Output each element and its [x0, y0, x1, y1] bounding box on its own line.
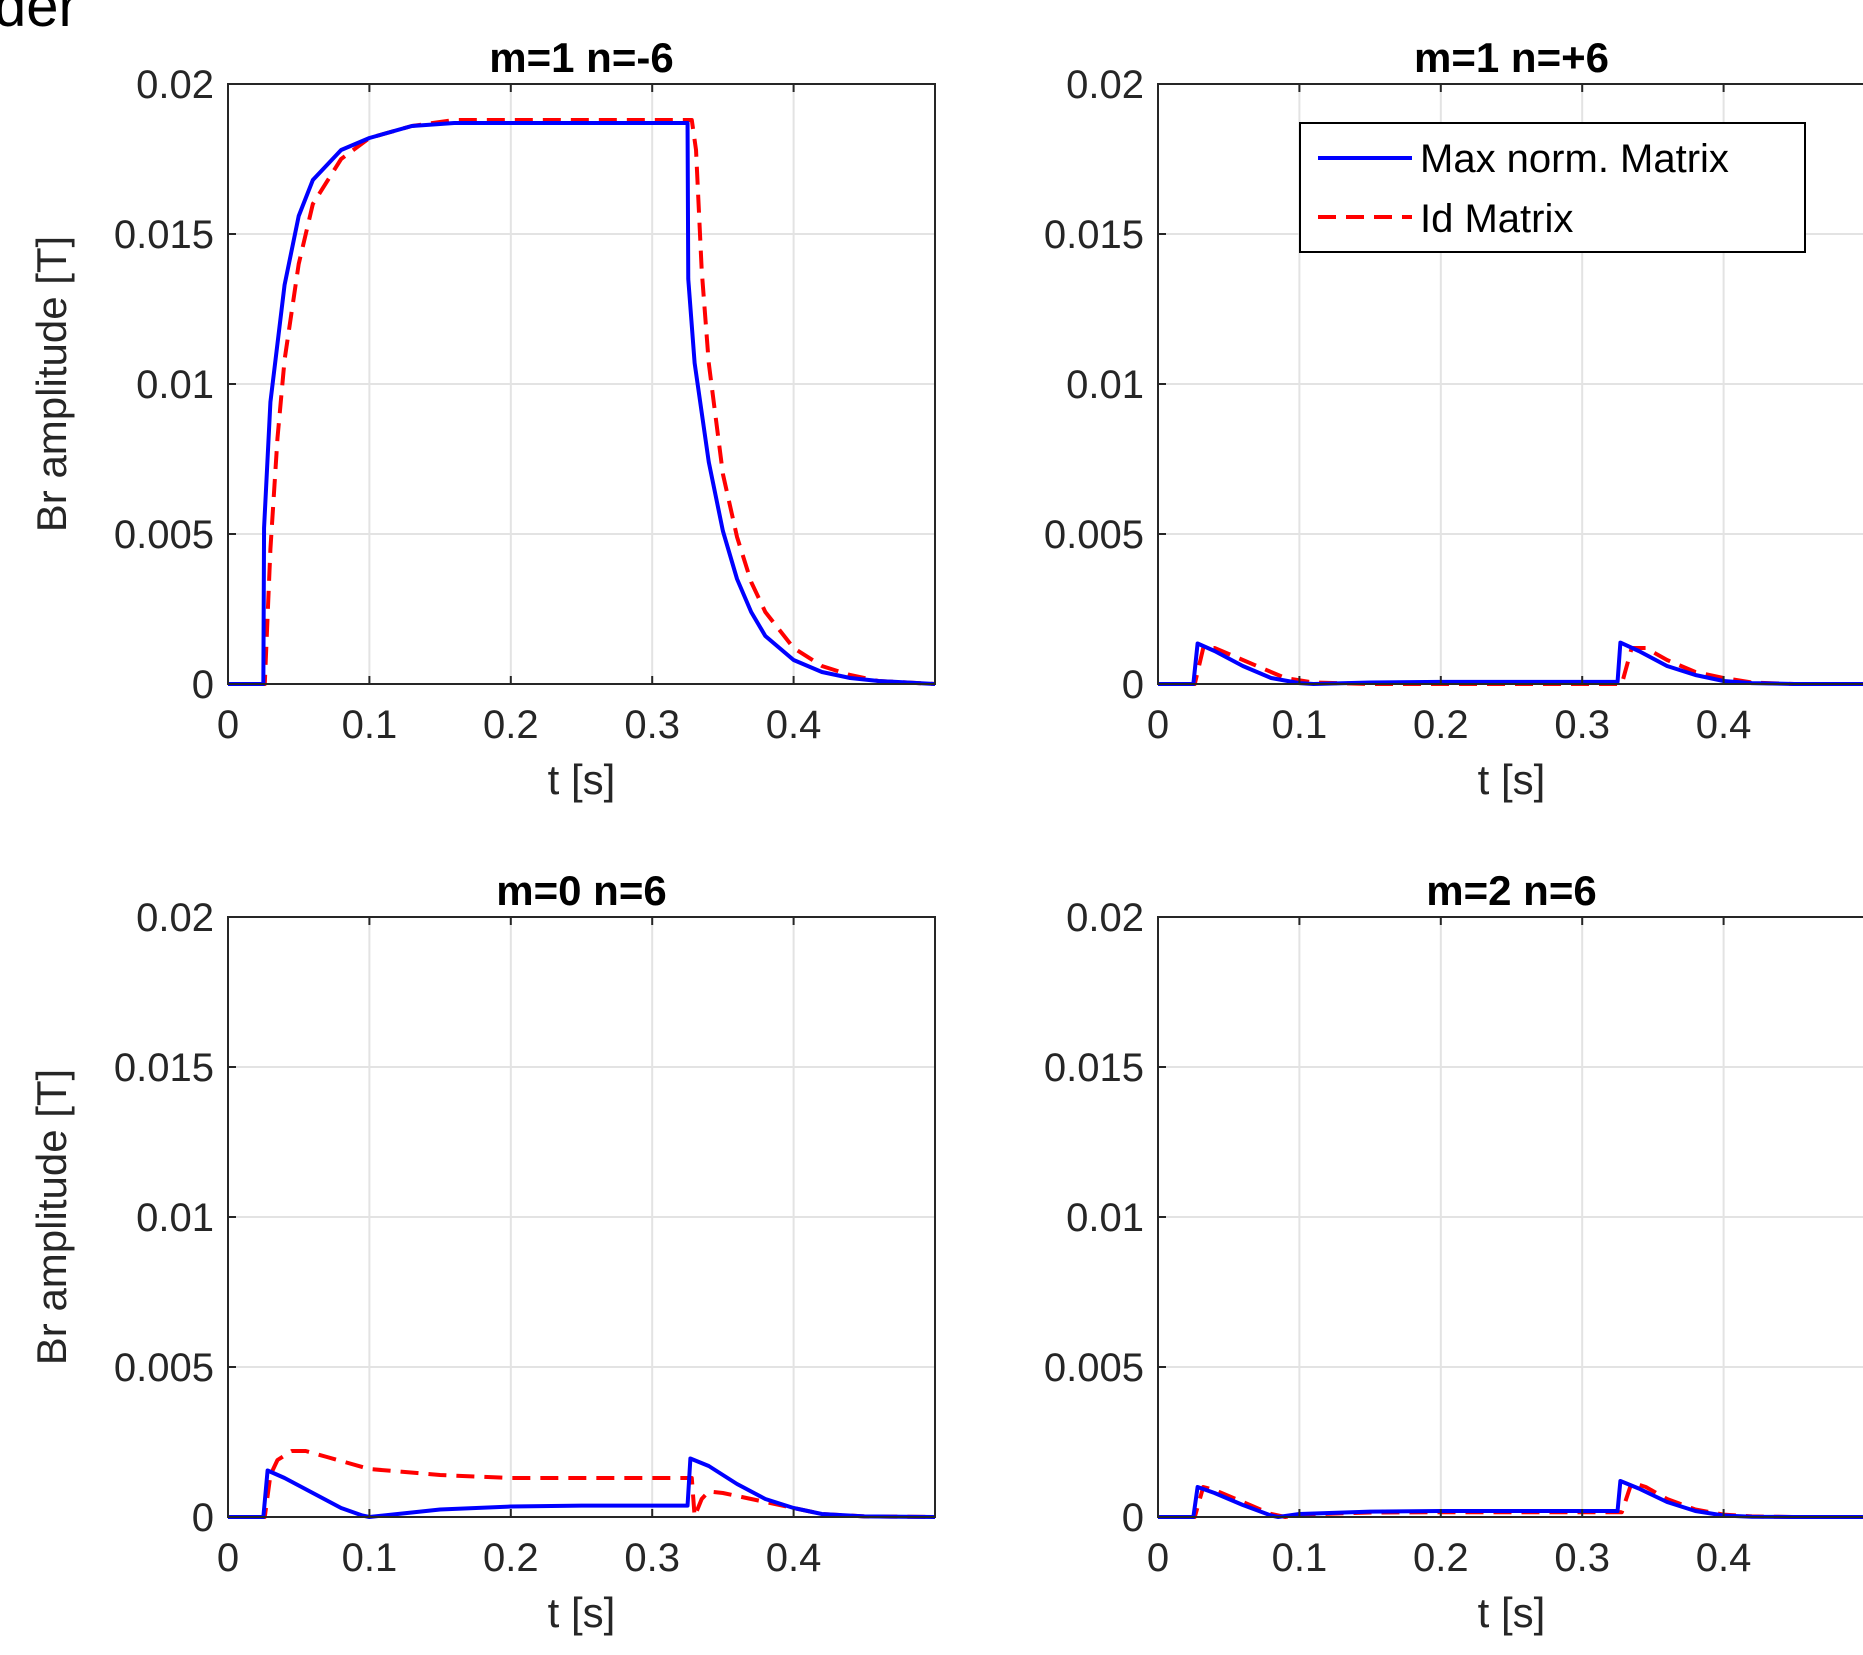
x-tick-label: 0.4 — [766, 1536, 822, 1580]
y-tick-label: 0.005 — [1044, 1346, 1144, 1390]
y-tick-label: 0.02 — [136, 63, 214, 107]
x-tick-label: 0.1 — [1272, 703, 1328, 747]
series-line-id-matrix — [1158, 1480, 1863, 1519]
y-tick-label: 0.01 — [136, 1196, 214, 1240]
x-tick-label: 0.3 — [624, 1536, 680, 1580]
chart-title: m=2 n=6 — [1426, 867, 1596, 914]
y-tick-label: 0.02 — [1066, 896, 1144, 940]
y-tick-label: 0.015 — [114, 213, 214, 257]
x-axis-label: t [s] — [548, 756, 616, 803]
chart-panel-1: 0 0.1 0.2 0.3 0.4 0 0.005 0.01 0.015 0.02 m=1 n=-6… — [28, 34, 936, 803]
series-line-id-matrix — [228, 1449, 935, 1519]
x-tick-label: 0 — [1147, 703, 1169, 747]
series-line-max-norm-matrix — [1158, 1479, 1863, 1519]
legend-box — [1299, 122, 1806, 253]
x-tick-label: 0.1 — [342, 1536, 398, 1580]
x-tick-label: 0.4 — [1696, 703, 1752, 747]
y-tick-label: 0 — [192, 663, 214, 707]
series-line-max-norm-matrix — [228, 1456, 935, 1519]
chart-title: m=0 n=6 — [496, 867, 666, 914]
chart-panel-4: 0 0.1 0.2 0.3 0.4 0 0.005 0.01 0.015 0.02 m=2 n=6 t… — [1044, 867, 1863, 1636]
x-tick-label: 0.4 — [766, 703, 822, 747]
x-axis-label: t [s] — [548, 1589, 616, 1636]
x-tick-label: 0.1 — [1272, 1536, 1328, 1580]
y-axis-label: Br amplitude [T] — [28, 1069, 75, 1365]
x-tick-label: 0 — [217, 703, 239, 747]
panels: 0 0.1 0.2 0.3 0.4 0 0.005 0.01 0.015 0.02 m=1 n=-6… — [28, 34, 1863, 1636]
y-tick-label: 0.015 — [114, 1046, 214, 1090]
y-tick-label: 0 — [1122, 663, 1144, 707]
y-tick-label: 0.01 — [1066, 363, 1144, 407]
y-tick-label: 0.02 — [136, 896, 214, 940]
x-tick-label: 0 — [217, 1536, 239, 1580]
figure-corner-text: der — [0, 0, 78, 39]
x-tick-label: 0.2 — [483, 703, 539, 747]
x-tick-label: 0.4 — [1696, 1536, 1752, 1580]
x-tick-label: 0.3 — [624, 703, 680, 747]
x-tick-label: 0.3 — [1554, 703, 1610, 747]
x-axis-label: t [s] — [1478, 1589, 1546, 1636]
x-tick-label: 0.2 — [1413, 1536, 1469, 1580]
legend-label: Max norm. Matrix — [1420, 137, 1729, 181]
y-tick-label: 0.015 — [1044, 213, 1144, 257]
x-tick-label: 0 — [1147, 1536, 1169, 1580]
y-tick-label: 0.005 — [114, 513, 214, 557]
chart-title: m=1 n=+6 — [1414, 34, 1609, 81]
y-tick-label: 0.01 — [1066, 1196, 1144, 1240]
series-line-max-norm-matrix — [228, 121, 935, 686]
x-tick-label: 0.2 — [1413, 703, 1469, 747]
chart-title: m=1 n=-6 — [489, 34, 673, 81]
y-tick-label: 0.005 — [1044, 513, 1144, 557]
chart-panel-2: 0 0.1 0.2 0.3 0.4 0 0.005 0.01 0.015 0.02 m=1 n=+6… — [1044, 34, 1863, 803]
y-tick-label: 0 — [1122, 1496, 1144, 1540]
series-line-id-matrix — [1158, 646, 1863, 686]
legend: Max norm. Matrix Id Matrix — [1299, 122, 1806, 253]
y-tick-label: 0.015 — [1044, 1046, 1144, 1090]
y-tick-label: 0.01 — [136, 363, 214, 407]
x-tick-label: 0.2 — [483, 1536, 539, 1580]
x-tick-label: 0.3 — [1554, 1536, 1610, 1580]
legend-label: Id Matrix — [1420, 197, 1573, 241]
series-line-id-matrix — [228, 118, 935, 686]
y-axis-label: Br amplitude [T] — [28, 236, 75, 532]
chart-panel-3: 0 0.1 0.2 0.3 0.4 0 0.005 0.01 0.015 0.02 m=0 n=6 t… — [28, 867, 936, 1636]
x-tick-label: 0.1 — [342, 703, 398, 747]
y-tick-label: 0 — [192, 1496, 214, 1540]
y-tick-label: 0.005 — [114, 1346, 214, 1390]
y-tick-label: 0.02 — [1066, 63, 1144, 107]
x-axis-label: t [s] — [1478, 756, 1546, 803]
series-line-max-norm-matrix — [1158, 640, 1863, 686]
